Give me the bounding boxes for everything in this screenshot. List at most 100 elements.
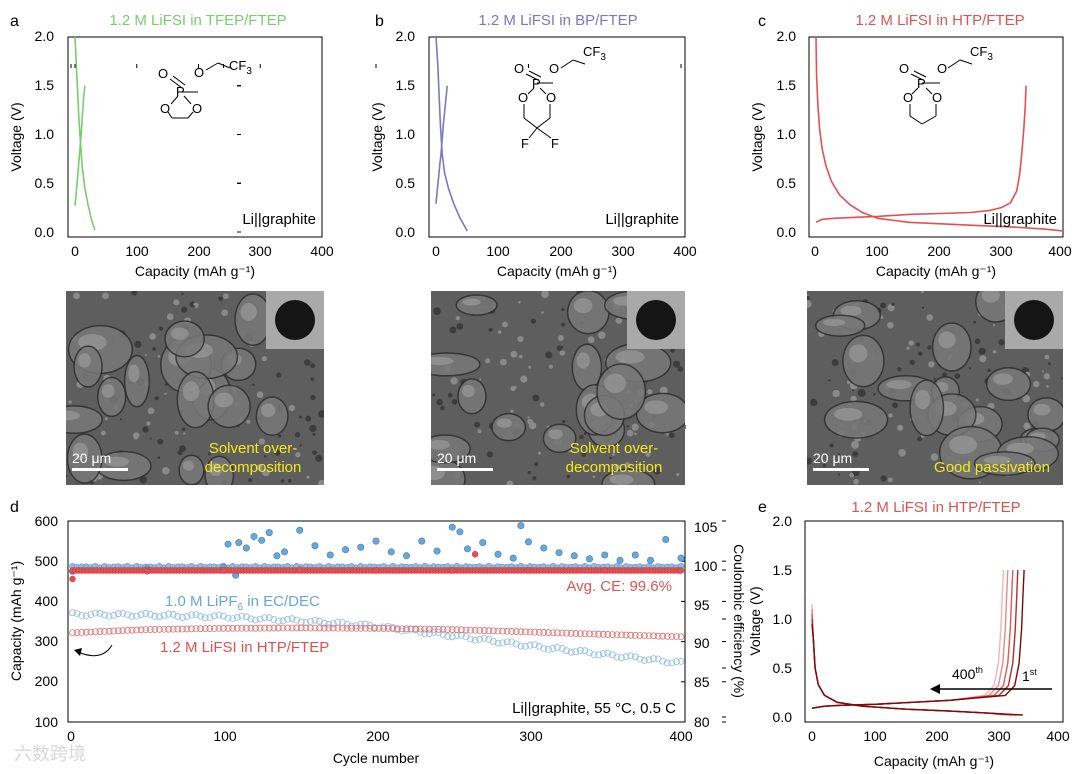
sem-image-b: 20 μm Solvent over-decomposition (431, 291, 685, 485)
sem-image-c: 20 μm Good passivation (807, 291, 1063, 485)
sem-highlight (72, 442, 89, 460)
avg-ce-label: Avg. CE: 99.6% (566, 578, 672, 595)
sem-highlight (101, 384, 115, 398)
x-axis-label: Capacity (mAh g⁻¹) (497, 263, 617, 279)
htp-capacity-point (361, 624, 369, 632)
lipf6-ce-point (280, 548, 288, 556)
sem-caption: Solvent over-decomposition (565, 440, 663, 476)
htp-ce-point (601, 567, 608, 574)
sem-grain (992, 349, 997, 354)
htp-capacity-point (576, 630, 584, 637)
lipf6-capacity-point (142, 610, 150, 617)
electrode-disc (1014, 300, 1054, 340)
htp-capacity-point (371, 624, 378, 632)
lipf6-ce-point (631, 551, 639, 559)
htp-ce-point (525, 567, 532, 574)
sem-particle (931, 322, 972, 372)
sem-grain (880, 475, 887, 482)
lipf6-capacity-point (590, 651, 598, 659)
htp-capacity-point (87, 628, 95, 636)
lipf6-ce-point (326, 551, 334, 559)
htp-capacity-point (604, 631, 612, 638)
sem-highlight (462, 298, 481, 306)
sem-grain (299, 444, 302, 447)
cell-label: Li||graphite (605, 211, 679, 228)
sem-grain (139, 475, 147, 484)
htp-capacity-point (183, 625, 191, 633)
sem-grain (173, 299, 180, 306)
sem-grain (485, 358, 491, 364)
sem-grain (157, 456, 161, 459)
htp-capacity-point (343, 624, 351, 632)
y-tick-label: 0.5 (773, 660, 793, 676)
sem-grain (433, 307, 441, 316)
sem-grain (857, 388, 866, 397)
sem-highlight (949, 435, 978, 455)
y-right-tick-label: 105 (694, 519, 718, 535)
y-tick-label: 2.0 (35, 28, 55, 44)
x-tick-label: 100 (865, 243, 889, 259)
lipf6-capacity-point (526, 641, 534, 649)
series-line-discharge (435, 36, 468, 232)
x-tick-label: 200 (366, 728, 390, 744)
sem-grain (287, 479, 292, 483)
sem-highlight (609, 474, 634, 485)
sem-grain (530, 318, 536, 324)
y-right-tick-label: 85 (694, 674, 710, 690)
series-line-charge (815, 85, 1027, 224)
sem-grain (455, 315, 461, 321)
atom-label: O (160, 101, 170, 116)
sem-grain (822, 464, 827, 468)
atom-label: CF3 (970, 44, 993, 63)
lipf6-capacity-point (572, 648, 580, 656)
sem-grain (486, 451, 494, 458)
x-tick-label: 100 (863, 728, 887, 744)
htp-capacity-point (128, 626, 136, 634)
htp-capacity-point (526, 628, 534, 636)
lipf6-capacity-point (457, 631, 465, 639)
htp-capacity-point (476, 627, 484, 634)
sem-grain (309, 424, 317, 433)
sem-grain (906, 346, 910, 350)
htp-capacity-point (229, 624, 237, 632)
sem-particle (814, 314, 866, 337)
lipf6-ce-point (570, 552, 578, 560)
htp-capacity-point (462, 626, 470, 634)
sem-grain (189, 301, 196, 308)
htp-ce-point (296, 566, 303, 573)
lipf6-capacity-point (430, 628, 438, 636)
sem-grain (541, 291, 549, 298)
htp-capacity-point (238, 624, 246, 632)
sem-grain (973, 320, 977, 324)
sem-grain (897, 424, 904, 431)
htp-capacity-point (435, 625, 442, 633)
sem-highlight (431, 439, 451, 450)
htp-capacity-point (586, 630, 593, 638)
sem-grain (993, 323, 996, 327)
lipf6-ce-point (235, 539, 243, 547)
curved-arrow (77, 644, 113, 657)
sem-grain (456, 323, 464, 330)
cycle-charge-line (811, 569, 1025, 709)
htp-capacity-point (78, 628, 86, 636)
sem-grain (181, 292, 184, 296)
electrode-disc (636, 300, 676, 340)
sem-grain (587, 336, 595, 344)
sem-grain (609, 456, 612, 460)
x-tick-label: 400 (310, 243, 334, 259)
sem-grain (66, 474, 68, 478)
lipf6-ce-point (341, 546, 349, 554)
lipf6-capacity-point (595, 651, 603, 659)
htp-capacity-point (645, 632, 653, 640)
sem-grain (979, 355, 987, 363)
lipf6-capacity-point (252, 616, 259, 624)
sem-grain (561, 307, 565, 312)
sem-grain (261, 356, 267, 362)
lipf6-ce-point (250, 532, 258, 540)
htp-capacity-point (302, 624, 310, 632)
htp-capacity-point (512, 628, 520, 635)
htp-capacity-point (412, 625, 420, 633)
lipf6-capacity-point (622, 653, 630, 661)
htp-capacity-point (215, 625, 223, 632)
y-tick-label: 0.0 (396, 224, 416, 240)
